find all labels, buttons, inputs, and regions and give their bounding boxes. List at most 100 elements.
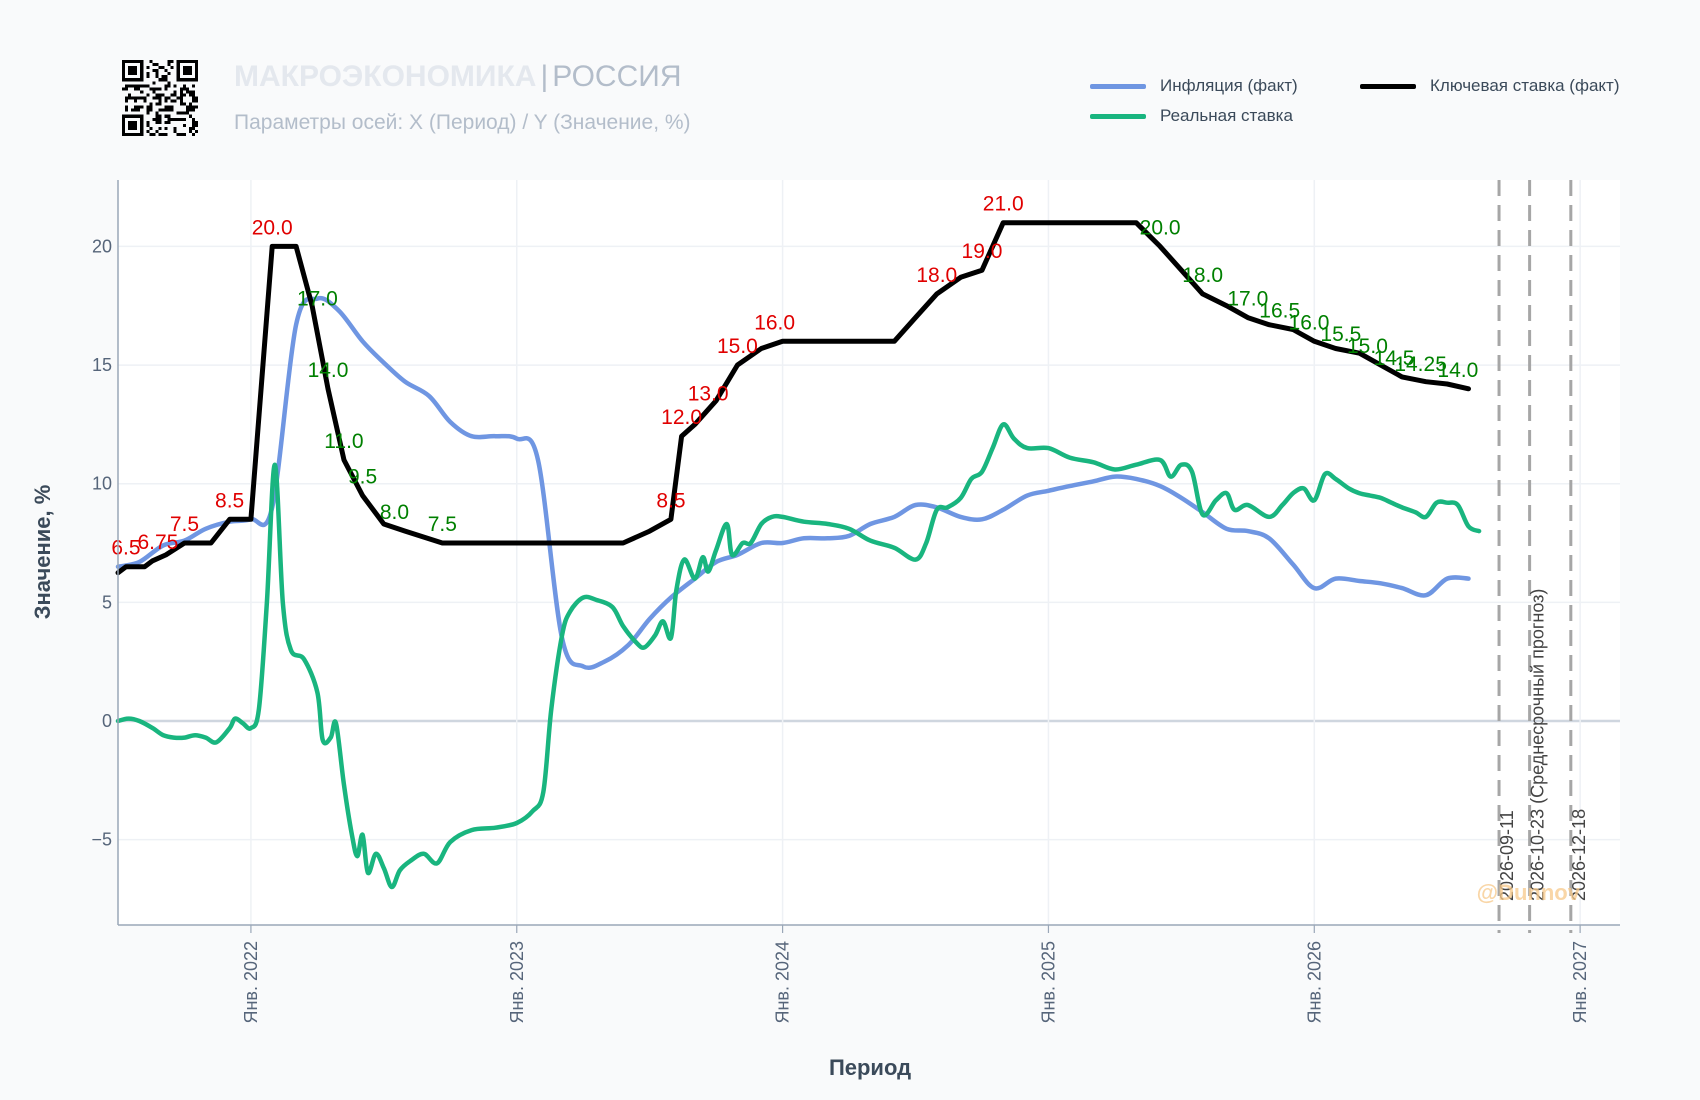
qr-module (185, 105, 189, 109)
qr-module (161, 108, 165, 112)
qr-module (131, 108, 135, 112)
qr-module (155, 117, 159, 121)
qr-module (176, 111, 180, 115)
data-label: 11.0 (324, 430, 363, 453)
qr-module (191, 99, 195, 103)
qr-module (125, 84, 129, 88)
qr-module (149, 60, 153, 64)
qr-module (122, 114, 126, 118)
legend-item-inflation[interactable]: Инфляция (факт) (1090, 76, 1298, 96)
y-tick-label: 20 (92, 236, 112, 256)
data-label: 15.5 (1320, 323, 1361, 346)
qr-module (128, 132, 132, 136)
qr-module (128, 78, 132, 82)
legend-swatch-real-rate (1090, 113, 1146, 119)
x-tick-label: Янв. 2025 (1038, 941, 1058, 1024)
legend-label-inflation: Инфляция (факт) (1160, 76, 1298, 95)
qr-module (134, 108, 138, 112)
qr-module (161, 78, 165, 82)
qr-module (143, 99, 147, 103)
qr-module (128, 96, 132, 100)
qr-module (164, 126, 168, 130)
qr-module (185, 78, 189, 82)
qr-module (122, 72, 126, 76)
qr-module (134, 78, 138, 82)
qr-module (164, 87, 168, 91)
qr-module (188, 105, 192, 109)
qr-module (194, 72, 198, 76)
qr-module (170, 117, 174, 121)
qr-module (134, 60, 138, 64)
legend-item-key-rate[interactable]: Ключевая ставка (факт) (1360, 76, 1619, 96)
qr-module (164, 105, 168, 109)
qr-module (140, 120, 144, 124)
qr-module (140, 114, 144, 118)
qr-module (188, 66, 192, 70)
data-label: 6.5 (111, 537, 140, 560)
qr-module (122, 87, 126, 91)
legend-item-real-rate[interactable]: Реальная ставка (1090, 106, 1293, 126)
qr-module (140, 105, 144, 109)
qr-module (173, 93, 177, 97)
qr-module (137, 114, 141, 118)
qr-module (152, 117, 156, 121)
qr-module (155, 63, 159, 67)
data-label: 19.0 (962, 240, 1003, 263)
qr-module (176, 117, 180, 121)
qr-module (188, 93, 192, 97)
qr-module (128, 120, 132, 124)
qr-module (182, 87, 186, 91)
qr-module (128, 126, 132, 130)
qr-module (194, 105, 198, 109)
qr-module (173, 129, 177, 133)
qr-module (122, 129, 126, 133)
qr-module (170, 108, 174, 112)
qr-module (191, 90, 195, 94)
qr-module (134, 99, 138, 103)
qr-module (146, 123, 150, 127)
qr-module (167, 105, 171, 109)
qr-module (182, 72, 186, 76)
forecast-date-label: 2026-10-23 (Среднесрочный прогноз) (1528, 589, 1548, 901)
series-lines (115, 220, 1482, 890)
title-country: РОССИЯ (552, 60, 682, 93)
qr-module (131, 120, 135, 124)
qr-module (188, 108, 192, 112)
qr-module (155, 75, 159, 79)
qr-module (161, 93, 165, 97)
qr-module (149, 108, 153, 112)
qr-module (137, 78, 141, 82)
qr-module (185, 111, 189, 115)
qr-module (182, 84, 186, 88)
qr-module (194, 75, 198, 79)
qr-module (182, 132, 186, 136)
data-label: 17.0 (1227, 288, 1268, 311)
qr-module (155, 120, 159, 124)
qr-module (128, 84, 132, 88)
qr-module (158, 99, 162, 103)
qr-module (137, 84, 141, 88)
real-rate-line (115, 422, 1482, 890)
qr-module (191, 126, 195, 130)
qr-module (188, 129, 192, 133)
qr-module (140, 63, 144, 67)
title-main: МАКРОЭКОНОМИКА (234, 60, 537, 93)
data-label: 20.0 (1140, 216, 1181, 239)
qr-module (158, 87, 162, 91)
qr-module (152, 63, 156, 67)
qr-module (155, 114, 159, 118)
qr-module (125, 87, 129, 91)
qr-module (125, 108, 129, 112)
qr-module (134, 105, 138, 109)
qr-module (140, 69, 144, 73)
qr-module (179, 117, 183, 121)
qr-module (164, 84, 168, 88)
qr-module (179, 132, 183, 136)
qr-module (176, 63, 180, 67)
qr-module (122, 117, 126, 121)
data-label: 13.0 (688, 383, 729, 406)
qr-module (131, 60, 135, 64)
qr-module (149, 132, 153, 136)
qr-module (146, 108, 150, 112)
qr-module (179, 60, 183, 64)
